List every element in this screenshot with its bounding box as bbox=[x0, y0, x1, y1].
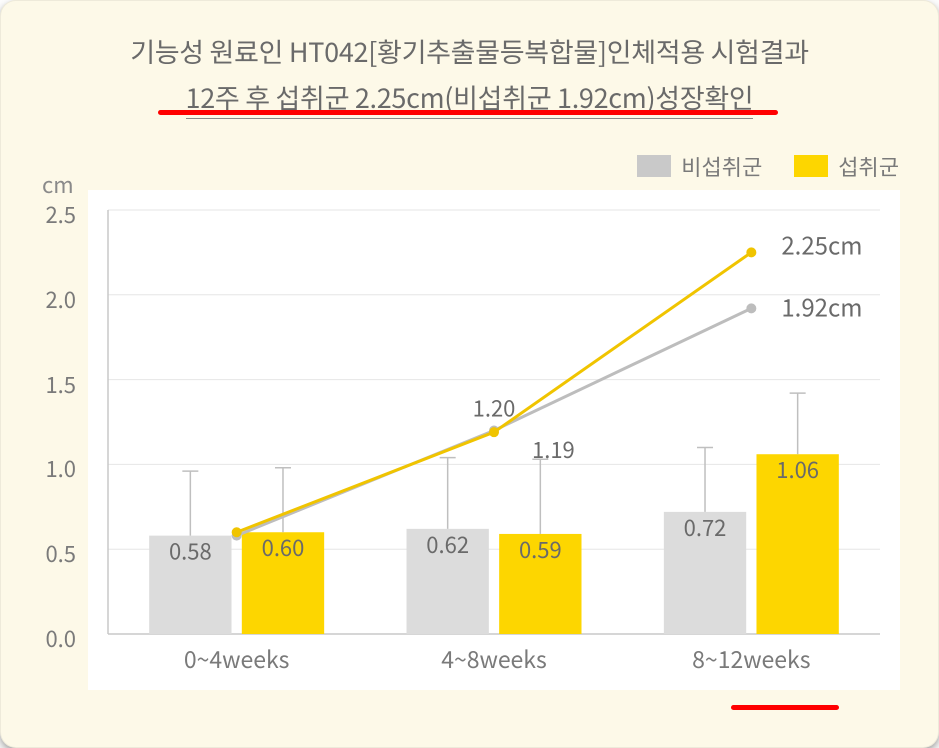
line-intake-marker bbox=[746, 247, 756, 257]
bar-value-label: 0.62 bbox=[426, 528, 469, 560]
bar-value-label: 0.60 bbox=[262, 531, 305, 563]
legend-swatch-intake bbox=[794, 155, 828, 177]
y-tick-label: 1.0 bbox=[45, 452, 76, 484]
y-tick-label: 0.5 bbox=[45, 537, 76, 569]
y-tick-label: 0.0 bbox=[45, 622, 76, 654]
bar-value-label: 1.06 bbox=[776, 453, 819, 485]
legend-label-intake: 섭취군 bbox=[838, 150, 899, 182]
chart-svg: 0.58 0.60 0.62 0.59 0.72 1.06 1.20 1.19 2.25cm 1.… bbox=[88, 190, 900, 690]
bar-value-label: 0.59 bbox=[519, 533, 562, 565]
y-tick-label: 2.5 bbox=[45, 198, 76, 230]
legend-label-control: 비섭취군 bbox=[681, 150, 762, 182]
line-intake-marker bbox=[489, 427, 499, 437]
endpoint-label-control: 1.92cm bbox=[781, 288, 862, 323]
annotation-underline-xlabel bbox=[731, 705, 839, 710]
cum-label-intake: 1.19 bbox=[532, 433, 575, 465]
legend: 비섭취군 섭취군 bbox=[637, 150, 899, 182]
title-line-1: 기능성 원료인 HT042[황기추출물등복합물]인체적용 시험결과 bbox=[130, 31, 809, 70]
chart-title: 기능성 원료인 HT042[황기추출물등복합물]인체적용 시험결과 12주 후 … bbox=[34, 28, 905, 120]
y-tick-label: 2.0 bbox=[45, 283, 76, 315]
legend-item-control: 비섭취군 bbox=[637, 150, 762, 182]
endpoint-label-intake: 2.25cm bbox=[781, 226, 862, 261]
x-tick-label: 8~12weeks bbox=[692, 641, 810, 675]
bar-value-label: 0.72 bbox=[684, 511, 727, 543]
bar-value-label: 0.58 bbox=[169, 535, 212, 567]
x-tick-label: 4~8weeks bbox=[441, 641, 547, 675]
y-axis-unit: cm bbox=[42, 168, 74, 200]
line-control-marker bbox=[746, 303, 756, 313]
chart-plot-area: 0.58 0.60 0.62 0.59 0.72 1.06 1.20 1.19 2.25cm 1.… bbox=[88, 190, 900, 690]
annotation-underline-title bbox=[158, 110, 778, 115]
legend-item-intake: 섭취군 bbox=[794, 150, 899, 182]
chart-card: 기능성 원료인 HT042[황기추출물등복합물]인체적용 시험결과 12주 후 … bbox=[0, 0, 939, 748]
cum-label-control: 1.20 bbox=[473, 391, 516, 423]
line-intake-marker bbox=[232, 527, 242, 537]
legend-swatch-control bbox=[637, 155, 671, 177]
x-tick-label: 0~4weeks bbox=[184, 641, 290, 675]
y-tick-label: 1.5 bbox=[45, 368, 76, 400]
